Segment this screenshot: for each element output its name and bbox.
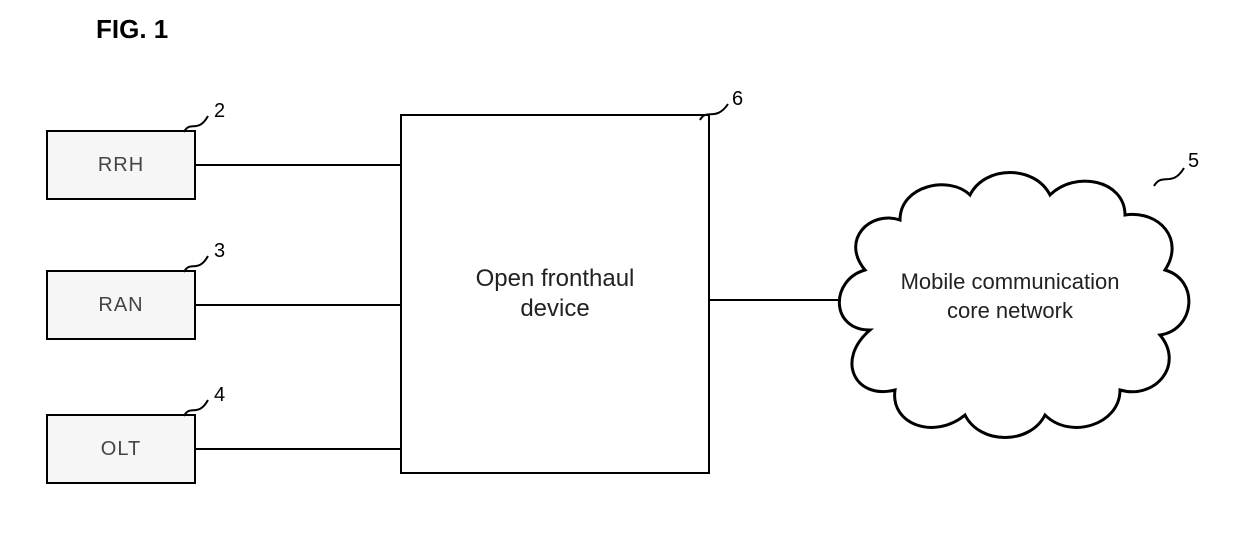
cloud-line2: core network xyxy=(947,298,1073,323)
callout-num-olt: 4 xyxy=(214,384,225,407)
node-rrh: RRH xyxy=(46,130,196,200)
callout-num-open: 6 xyxy=(732,88,743,111)
edge-olt-open xyxy=(196,448,400,450)
diagram-canvas: FIG. 1 RRH RAN OLT Open fronthaul device… xyxy=(0,0,1240,542)
node-ran-label: RAN xyxy=(98,294,143,317)
node-olt-label: OLT xyxy=(101,438,141,461)
edge-rrh-open xyxy=(196,164,400,166)
edge-ran-open xyxy=(196,304,400,306)
figure-title: FIG. 1 xyxy=(96,14,168,45)
open-fronthaul-line2: device xyxy=(520,295,589,322)
edge-open-cloud xyxy=(710,299,838,301)
node-open-fronthaul: Open fronthaul device xyxy=(400,114,710,474)
node-ran: RAN xyxy=(46,270,196,340)
callout-leader-olt xyxy=(182,396,212,420)
callout-leader-ran xyxy=(182,252,212,276)
callout-leader-rrh xyxy=(182,112,212,136)
node-rrh-label: RRH xyxy=(98,154,144,177)
node-olt: OLT xyxy=(46,414,196,484)
callout-leader-open xyxy=(698,100,730,124)
callout-num-rrh: 2 xyxy=(214,100,225,123)
open-fronthaul-line1: Open fronthaul xyxy=(476,265,635,292)
node-cloud: Mobile communication core network xyxy=(820,140,1200,450)
callout-leader-cloud xyxy=(1152,164,1186,190)
callout-num-cloud: 5 xyxy=(1188,150,1199,173)
node-cloud-label: Mobile communication core network xyxy=(880,268,1140,325)
node-open-fronthaul-label: Open fronthaul device xyxy=(476,264,635,324)
cloud-line1: Mobile communication xyxy=(901,269,1120,294)
callout-num-ran: 3 xyxy=(214,240,225,263)
